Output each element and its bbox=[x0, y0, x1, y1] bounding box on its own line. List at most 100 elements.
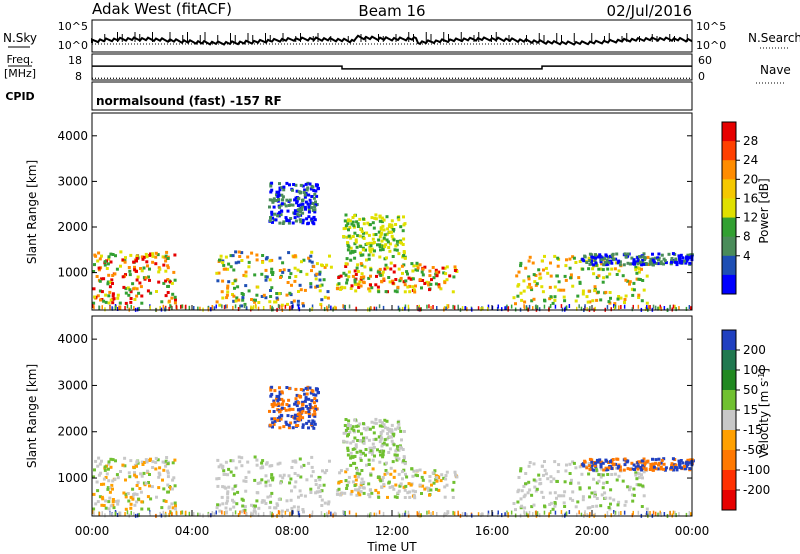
echo-cell bbox=[376, 243, 379, 247]
echo-cell bbox=[528, 488, 532, 492]
echo-cell bbox=[408, 284, 412, 288]
ground-scatter-cell bbox=[118, 511, 120, 516]
echo-cell bbox=[306, 222, 310, 226]
echo-cell bbox=[312, 401, 316, 405]
echo-cell bbox=[292, 255, 296, 259]
echo-cell bbox=[299, 493, 303, 497]
echo-cell bbox=[378, 219, 382, 223]
echo-cell bbox=[616, 297, 620, 301]
echo-cell bbox=[543, 468, 547, 472]
echo-cell bbox=[607, 255, 611, 259]
echo-cell bbox=[392, 443, 396, 447]
echo-cell bbox=[387, 451, 391, 454]
echo-cell bbox=[382, 277, 386, 281]
echo-cell bbox=[298, 203, 302, 207]
echo-cell bbox=[350, 284, 354, 288]
ground-scatter-cell bbox=[418, 304, 420, 309]
ground-scatter-cell bbox=[446, 304, 448, 309]
echo-cell bbox=[305, 421, 309, 425]
ground-scatter-cell bbox=[130, 510, 132, 515]
echo-cell bbox=[119, 250, 123, 254]
echo-cell bbox=[97, 266, 101, 270]
echo-cell bbox=[385, 215, 389, 219]
ground-scatter-cell bbox=[101, 305, 103, 310]
echo-cell bbox=[107, 301, 111, 305]
echo-cell bbox=[451, 488, 455, 492]
echo-cell bbox=[164, 499, 168, 503]
echo-cell bbox=[276, 199, 280, 203]
ground-scatter-cell bbox=[252, 511, 255, 516]
echo-cell bbox=[309, 187, 313, 191]
ground-scatter-cell bbox=[320, 511, 323, 516]
echo-cell bbox=[361, 451, 365, 455]
echo-cell bbox=[92, 492, 96, 496]
echo-cell bbox=[368, 446, 372, 450]
echo-cell bbox=[356, 439, 360, 442]
echo-cell bbox=[222, 469, 226, 473]
ground-scatter-cell bbox=[528, 510, 531, 515]
echo-cell bbox=[353, 447, 357, 451]
echo-cell bbox=[308, 203, 312, 207]
echo-cell bbox=[129, 502, 133, 506]
echo-cell bbox=[141, 463, 145, 466]
echo-cell bbox=[296, 204, 300, 207]
ground-scatter-cell bbox=[418, 510, 420, 515]
echo-cell bbox=[376, 448, 379, 452]
ground-scatter-cell bbox=[594, 306, 596, 311]
echo-cell bbox=[391, 485, 395, 489]
echo-cell bbox=[559, 494, 563, 498]
echo-cell bbox=[394, 455, 398, 459]
echo-cell bbox=[279, 276, 282, 279]
echo-cell bbox=[241, 293, 245, 296]
echo-cell bbox=[110, 483, 114, 487]
echo-cell bbox=[637, 476, 641, 479]
echo-cell bbox=[336, 287, 340, 291]
echo-cell bbox=[93, 253, 97, 257]
echo-cell bbox=[654, 467, 658, 471]
echo-cell bbox=[215, 477, 219, 481]
echo-cell bbox=[634, 265, 638, 269]
echo-cell bbox=[105, 472, 109, 476]
echo-cell bbox=[226, 492, 230, 496]
echo-cell bbox=[679, 261, 683, 265]
echo-cell bbox=[404, 279, 408, 283]
echo-cell bbox=[408, 290, 412, 294]
echo-cell bbox=[597, 274, 601, 278]
echo-cell bbox=[287, 423, 291, 427]
echo-cell bbox=[401, 243, 405, 246]
echo-cell bbox=[289, 217, 293, 220]
echo-cell bbox=[642, 494, 646, 498]
echo-cell bbox=[374, 488, 378, 492]
echo-cell bbox=[571, 498, 575, 502]
echo-cell bbox=[346, 241, 349, 245]
echo-cell bbox=[383, 438, 387, 442]
echo-cell bbox=[381, 270, 385, 274]
echo-cell bbox=[670, 258, 674, 262]
echo-cell bbox=[133, 473, 137, 477]
echo-cell bbox=[359, 244, 363, 248]
echo-cell bbox=[390, 428, 394, 432]
echo-cell bbox=[351, 250, 355, 254]
ground-scatter-cell bbox=[348, 510, 351, 515]
echo-cell bbox=[656, 467, 660, 471]
echo-cell bbox=[164, 464, 168, 468]
echo-cell bbox=[276, 462, 280, 466]
echo-cell bbox=[588, 259, 592, 262]
echo-cell bbox=[170, 487, 174, 491]
echo-cell bbox=[530, 505, 534, 509]
echo-cell bbox=[358, 485, 362, 489]
echo-cell bbox=[353, 256, 357, 260]
echo-cell bbox=[132, 287, 136, 291]
ground-scatter-cell bbox=[436, 512, 438, 516]
echo-cell bbox=[318, 478, 322, 482]
echo-cell bbox=[532, 478, 536, 482]
ground-scatter-cell bbox=[223, 511, 226, 516]
echo-cell bbox=[540, 464, 544, 468]
echo-cell bbox=[353, 474, 357, 478]
echo-cell bbox=[148, 278, 151, 282]
echo-cell bbox=[682, 259, 686, 263]
echo-cell bbox=[549, 480, 553, 484]
echo-cell bbox=[355, 220, 359, 224]
ground-scatter-cell bbox=[554, 304, 557, 309]
echo-cell bbox=[216, 279, 220, 283]
